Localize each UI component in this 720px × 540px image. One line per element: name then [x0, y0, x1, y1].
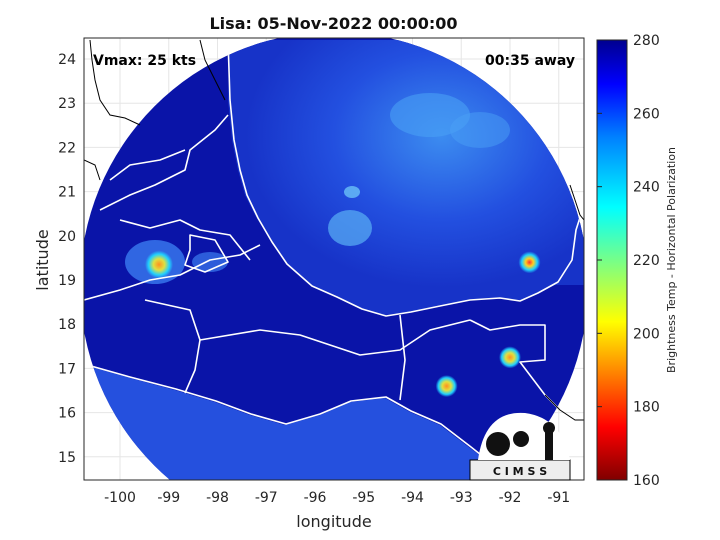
outside-border [199, 39, 226, 101]
logo-tower [545, 428, 553, 460]
x-tick-label: -91 [547, 490, 570, 506]
colorbar-tick-label: 260 [633, 106, 660, 122]
y-tick-label: 15 [58, 450, 76, 466]
colorbar-tick-label: 180 [633, 400, 660, 416]
colorbar-tick-label: 160 [633, 473, 660, 489]
pacific-coastline [84, 363, 501, 471]
outside-border [84, 159, 101, 181]
cloud-patch [192, 252, 228, 272]
state-border [99, 114, 229, 211]
logo-dish-left [486, 432, 510, 456]
state-border [109, 149, 186, 181]
y-tick-label: 18 [58, 317, 76, 333]
y-tick-label: 22 [58, 140, 76, 156]
state-border [184, 234, 229, 273]
gulf-coastline [227, 39, 584, 317]
colorbar-tick-label: 200 [633, 326, 660, 342]
state-border [119, 219, 251, 261]
cloud-patch [450, 112, 510, 148]
x-tick-label: -93 [450, 490, 473, 506]
colorbar-label: Brightness Temp - Horizontal Polarizatio… [665, 147, 678, 373]
country-border [469, 319, 561, 411]
pacific-ocean [84, 365, 584, 480]
cloud-patch [390, 93, 470, 137]
y-tick-label: 17 [58, 361, 76, 377]
cloud-patch [344, 186, 360, 198]
state-border [199, 319, 471, 356]
time-away-annotation: 00:35 away [485, 53, 575, 69]
gulf-of-mexico [228, 40, 584, 315]
mexico-city-spot [145, 250, 173, 279]
chart-title: Lisa: 05-Nov-2022 00:00:00 [209, 14, 458, 33]
outside-border [89, 39, 141, 126]
x-tick-label: -98 [206, 490, 229, 506]
x-tick-label: -100 [104, 490, 136, 506]
logo-tower-top [543, 422, 555, 434]
y-tick-label: 21 [58, 185, 76, 201]
chiapas-spot-b [435, 375, 458, 398]
colorbar: 280 260 240 220 200 180 160 Brightness Temp - … [596, 33, 678, 489]
colorbar-tick-label: 280 [633, 33, 660, 49]
veracruz-highland-spot [518, 251, 541, 274]
coastlines [84, 39, 584, 471]
logo-dish-right [513, 431, 529, 447]
outside-border [569, 184, 584, 221]
y-tick-label: 23 [58, 96, 76, 112]
swath [84, 38, 584, 480]
outside-border [544, 394, 584, 421]
x-tick-labels: -100 -99 -98 -97 -96 -95 -94 -93 -92 -91 [104, 490, 570, 506]
x-tick-label: -99 [157, 490, 180, 506]
x-tick-label: -95 [352, 490, 375, 506]
cimss-logo: C I M S S [469, 412, 571, 481]
colorbar-tick-label: 240 [633, 180, 660, 196]
x-tick-label: -94 [401, 490, 424, 506]
x-tick-label: -97 [255, 490, 278, 506]
y-tick-label: 16 [58, 406, 76, 422]
y-tick-label: 24 [58, 52, 76, 68]
colorbar-ticks: 280 260 240 220 200 180 160 [597, 33, 660, 489]
y-tick-label: 19 [58, 273, 76, 289]
state-border [399, 314, 406, 401]
y-axis-label: latitude [33, 229, 52, 290]
hotspots [145, 250, 541, 398]
y-tick-labels: 24 23 22 21 20 19 18 17 16 15 [58, 52, 76, 466]
state-border [84, 244, 261, 301]
logo-text: C I M S S [493, 465, 547, 478]
axes-box [83, 37, 585, 481]
x-tick-label: -92 [499, 490, 522, 506]
x-tick-label: -96 [304, 490, 327, 506]
colorbar-tick-label: 220 [633, 253, 660, 269]
chiapas-spot-a [499, 346, 521, 369]
cloud-patch [328, 210, 372, 246]
x-axis-label: longitude [296, 512, 371, 531]
y-tick-label: 20 [58, 229, 76, 245]
outside-coastlines [84, 39, 584, 421]
vmax-annotation: Vmax: 25 kts [93, 53, 197, 69]
